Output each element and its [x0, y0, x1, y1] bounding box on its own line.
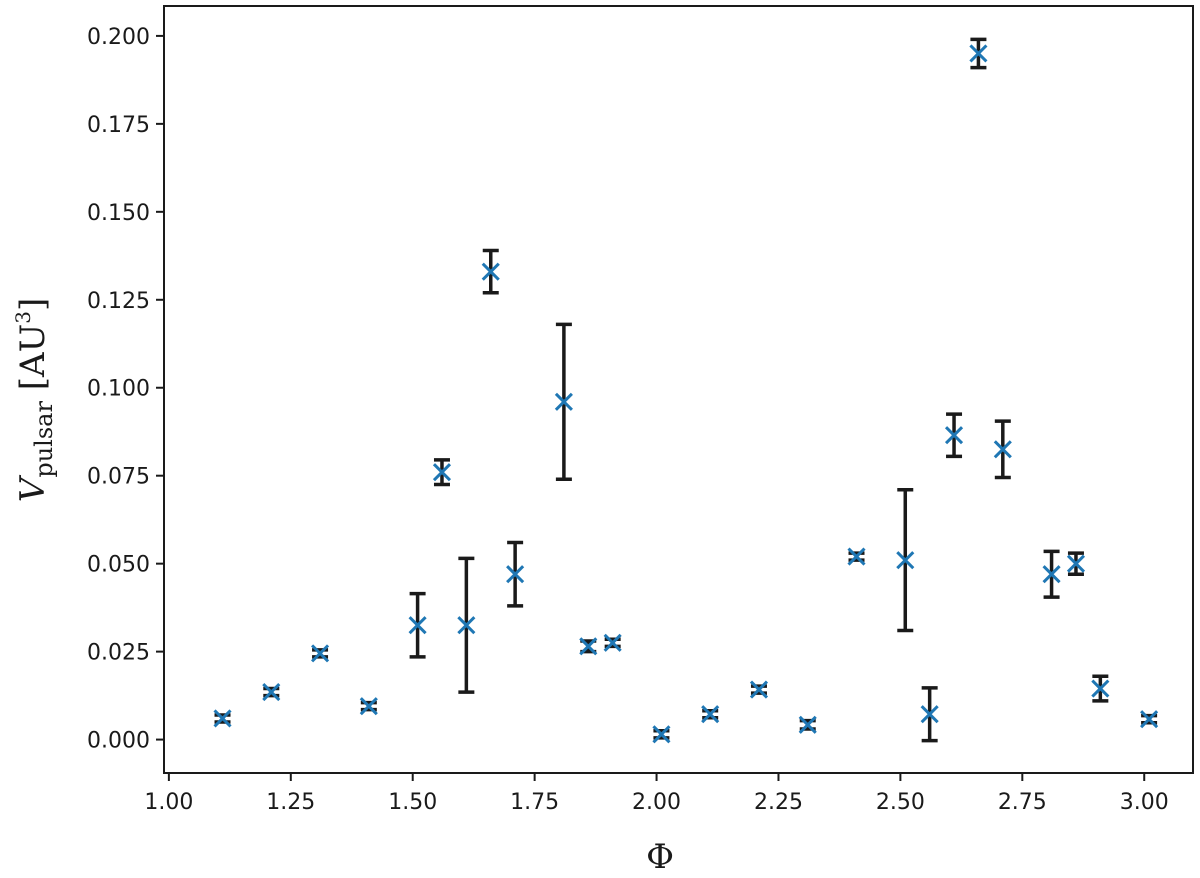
y-axis-label-unit-close: ] — [13, 298, 53, 311]
markers-layer — [213, 44, 1159, 744]
data-point — [579, 637, 598, 656]
y-axis-label-main: V — [13, 474, 53, 502]
y-tick-label: 0.175 — [87, 113, 150, 138]
data-point — [920, 705, 939, 724]
data-point — [1042, 565, 1061, 584]
x-tick-label: 1.50 — [388, 790, 437, 815]
data-point — [652, 725, 671, 744]
y-tick-label: 0.200 — [87, 25, 150, 50]
x-tick-label: 1.75 — [510, 790, 559, 815]
data-point — [1066, 554, 1086, 573]
x-tick-label: 1.00 — [144, 790, 193, 815]
data-point — [554, 392, 573, 411]
x-tick-label: 2.75 — [998, 790, 1047, 815]
ticks-layer: 1.00 1.25 1.50 1.75 2.00 2.25 2.50 2.75 3.00 0.00… — [87, 25, 1169, 815]
data-point — [749, 680, 769, 699]
data-point — [506, 565, 525, 584]
data-point — [481, 262, 500, 281]
x-tick-label: 2.25 — [754, 790, 803, 815]
y-tick-label: 0.125 — [87, 289, 150, 314]
x-tick-label: 2.50 — [876, 790, 925, 815]
data-point — [701, 705, 720, 724]
data-point — [213, 709, 232, 728]
y-axis-label-unit-sup: 3 — [11, 311, 35, 324]
data-point — [603, 633, 622, 652]
y-tick-label: 0.150 — [87, 201, 150, 226]
data-point — [944, 426, 964, 445]
y-tick-label: 0.025 — [87, 641, 150, 666]
data-point — [408, 616, 427, 635]
data-point — [262, 683, 281, 702]
y-axis-label-unit-open: [AU — [13, 324, 53, 401]
data-point — [969, 44, 988, 63]
y-tick-label: 0.000 — [87, 729, 150, 754]
plot-frame — [163, 5, 1194, 774]
y-tick-label: 0.100 — [87, 377, 150, 402]
errorbars-layer — [214, 37, 1158, 743]
x-tick-label: 1.25 — [266, 790, 315, 815]
data-point — [993, 440, 1012, 459]
y-tick-label: 0.050 — [87, 553, 150, 578]
y-axis-label-subscript: pulsar — [30, 401, 58, 478]
data-point — [432, 463, 452, 482]
x-axis-label: Φ — [646, 837, 674, 877]
y-axis-label: Vpulsar [AU3] — [11, 298, 58, 502]
data-point — [457, 616, 476, 635]
data-point — [896, 551, 915, 570]
x-tick-label: 2.00 — [632, 790, 681, 815]
data-point — [1091, 679, 1110, 698]
data-point — [798, 715, 817, 734]
data-point — [359, 697, 378, 716]
data-point — [310, 644, 330, 663]
data-point — [847, 547, 866, 566]
y-tick-label: 0.075 — [87, 465, 150, 490]
x-tick-label: 3.00 — [1120, 790, 1169, 815]
data-point — [1140, 710, 1159, 729]
